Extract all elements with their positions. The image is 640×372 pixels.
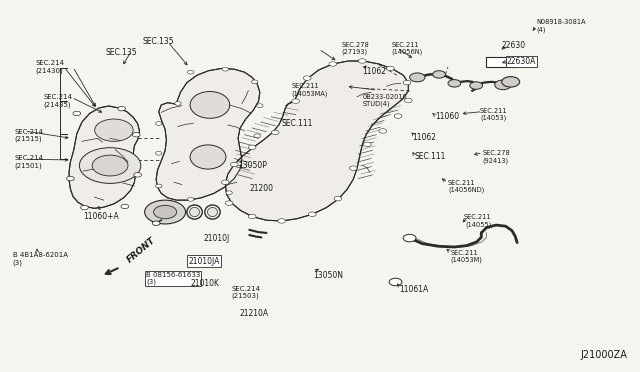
Circle shape xyxy=(278,219,285,223)
Circle shape xyxy=(349,166,357,170)
Circle shape xyxy=(121,204,129,209)
Text: SEC.278
(92413): SEC.278 (92413) xyxy=(483,150,510,164)
Text: SEC.135: SEC.135 xyxy=(142,37,173,46)
Ellipse shape xyxy=(190,92,230,118)
Text: SEC.214
(21430): SEC.214 (21430) xyxy=(35,60,64,74)
Text: 11062: 11062 xyxy=(362,67,386,76)
Text: B 4B1A8-6201A
(3): B 4B1A8-6201A (3) xyxy=(13,252,68,266)
Circle shape xyxy=(152,221,160,225)
Circle shape xyxy=(118,106,125,111)
Text: 21200: 21200 xyxy=(250,184,274,193)
Ellipse shape xyxy=(189,208,200,217)
Text: B 08156-61633
(3): B 08156-61633 (3) xyxy=(146,272,200,285)
Polygon shape xyxy=(225,61,408,221)
Circle shape xyxy=(410,73,425,82)
Circle shape xyxy=(132,132,140,137)
Circle shape xyxy=(235,162,241,166)
Circle shape xyxy=(95,119,133,141)
Circle shape xyxy=(230,162,238,167)
Text: 13050P: 13050P xyxy=(238,161,267,170)
Ellipse shape xyxy=(207,208,218,217)
Circle shape xyxy=(156,184,162,188)
Text: SEC.211
(14055): SEC.211 (14055) xyxy=(464,214,492,228)
Circle shape xyxy=(175,102,181,105)
Circle shape xyxy=(67,176,74,181)
Circle shape xyxy=(358,59,366,63)
Circle shape xyxy=(222,67,228,71)
Circle shape xyxy=(334,196,342,201)
Text: 22630: 22630 xyxy=(502,41,526,50)
Text: 11061A: 11061A xyxy=(399,285,429,294)
Text: SEC.214
(21501): SEC.214 (21501) xyxy=(14,155,43,169)
Circle shape xyxy=(73,111,81,116)
Circle shape xyxy=(502,77,520,87)
Text: SEC.111: SEC.111 xyxy=(415,153,446,161)
Text: 13050N: 13050N xyxy=(314,271,344,280)
Circle shape xyxy=(225,201,233,205)
Circle shape xyxy=(433,71,445,78)
Circle shape xyxy=(188,70,194,74)
Polygon shape xyxy=(156,68,260,200)
Circle shape xyxy=(188,198,194,201)
Text: FRONT: FRONT xyxy=(125,235,157,264)
Text: 21010K: 21010K xyxy=(191,279,220,288)
Circle shape xyxy=(134,173,141,177)
Circle shape xyxy=(248,214,256,219)
Text: SEC.211
(14053): SEC.211 (14053) xyxy=(480,108,508,121)
Text: SEC.211
(14056ND): SEC.211 (14056ND) xyxy=(448,180,484,193)
Circle shape xyxy=(404,98,412,103)
Circle shape xyxy=(154,205,177,219)
Text: 11062: 11062 xyxy=(412,133,436,142)
Text: 21010JA: 21010JA xyxy=(188,257,220,266)
Circle shape xyxy=(156,151,162,155)
Text: 21210A: 21210A xyxy=(239,309,269,318)
Circle shape xyxy=(254,134,260,138)
Text: SEC.214
(21503): SEC.214 (21503) xyxy=(232,286,260,299)
Text: 11060+A: 11060+A xyxy=(83,212,119,221)
Circle shape xyxy=(81,205,88,210)
Circle shape xyxy=(303,76,311,80)
Circle shape xyxy=(257,104,263,108)
Text: SEC.214
(21435): SEC.214 (21435) xyxy=(44,94,72,108)
Text: N08918-3081A
(4): N08918-3081A (4) xyxy=(536,19,586,33)
Circle shape xyxy=(156,122,162,125)
Text: SEC.211
(14056N): SEC.211 (14056N) xyxy=(392,42,423,55)
Circle shape xyxy=(495,80,511,90)
Circle shape xyxy=(379,129,387,133)
Circle shape xyxy=(145,200,186,224)
Text: SEC.211
(14053MA): SEC.211 (14053MA) xyxy=(292,83,328,97)
Circle shape xyxy=(221,180,229,185)
Circle shape xyxy=(79,148,141,183)
Text: SEC.278
(27193): SEC.278 (27193) xyxy=(342,42,369,55)
Circle shape xyxy=(248,145,256,150)
Circle shape xyxy=(364,142,371,147)
Circle shape xyxy=(292,99,300,103)
FancyBboxPatch shape xyxy=(486,57,515,67)
Text: 0B233-02010
STUD(4): 0B233-02010 STUD(4) xyxy=(362,94,407,107)
Circle shape xyxy=(387,66,394,71)
Circle shape xyxy=(329,62,337,66)
Circle shape xyxy=(92,155,128,176)
Text: 22630A: 22630A xyxy=(507,57,536,66)
Circle shape xyxy=(470,82,483,89)
Text: 11060: 11060 xyxy=(435,112,460,121)
Text: 21010J: 21010J xyxy=(204,234,230,243)
Text: J21000ZA: J21000ZA xyxy=(580,350,627,360)
Polygon shape xyxy=(69,106,140,208)
Circle shape xyxy=(226,191,232,195)
Circle shape xyxy=(448,80,461,87)
Circle shape xyxy=(389,278,402,286)
Circle shape xyxy=(271,130,279,135)
Text: SEC.135: SEC.135 xyxy=(106,48,137,57)
Circle shape xyxy=(252,80,258,84)
Text: SEC.214
(21515): SEC.214 (21515) xyxy=(14,129,43,142)
Circle shape xyxy=(403,234,416,242)
Circle shape xyxy=(308,212,316,217)
Text: SEC.211
(14053M): SEC.211 (14053M) xyxy=(451,250,483,263)
Text: SEC.111: SEC.111 xyxy=(282,119,313,128)
Circle shape xyxy=(403,80,411,85)
Ellipse shape xyxy=(190,145,226,169)
Circle shape xyxy=(394,114,402,118)
